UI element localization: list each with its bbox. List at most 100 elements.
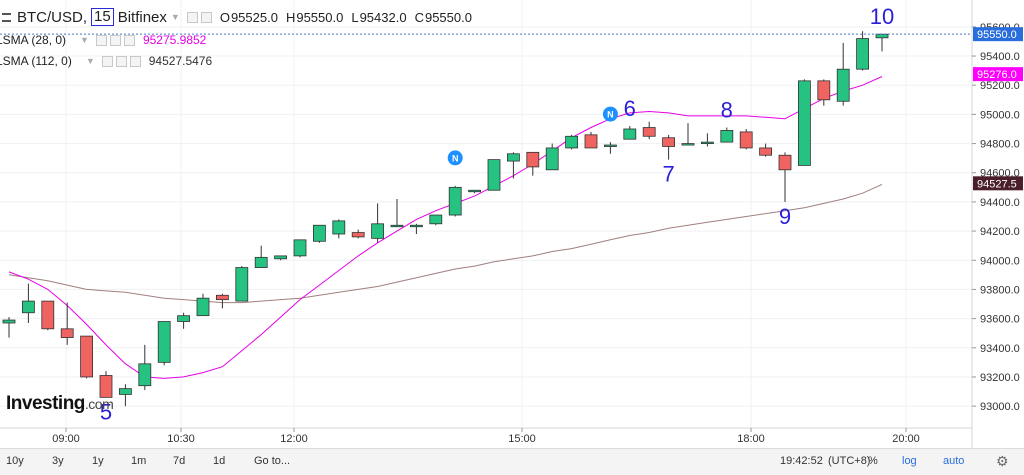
percent-toggle[interactable]: % [868, 455, 878, 467]
goto-button[interactable]: Go to... [254, 455, 291, 467]
candle [468, 189, 482, 194]
annotations: 5 6 7 8 9 10 [100, 4, 894, 424]
candle [138, 344, 152, 391]
candle-body [41, 300, 55, 330]
candle-body [2, 319, 16, 324]
candle-body [157, 321, 171, 363]
range-1d[interactable]: 1d [213, 455, 226, 467]
gear-icon[interactable]: ⚙ [996, 453, 1009, 469]
news-icon [447, 150, 463, 166]
clock: 19:42:52 [780, 455, 823, 467]
candle [274, 255, 288, 261]
eye-icon[interactable] [95, 34, 107, 46]
x-tick-label: 15:00 [508, 433, 536, 445]
candle-body [21, 300, 35, 314]
candle-body [662, 137, 675, 147]
candle [157, 321, 171, 366]
y-tick-label: 93600.0 [980, 314, 1020, 326]
candle [119, 384, 132, 407]
annotation-label: 5 [100, 399, 112, 424]
candle [429, 214, 443, 226]
hide-icon[interactable] [200, 11, 212, 23]
settings-icon[interactable] [115, 55, 127, 67]
candle-body [836, 68, 850, 102]
candle [196, 293, 210, 317]
eye-icon[interactable] [101, 55, 113, 67]
range-3y[interactable]: 3y [52, 455, 64, 467]
indicator-name[interactable]: LSMA (112, 0) [0, 54, 72, 68]
candle [60, 302, 74, 345]
y-tick-label: 95200.0 [980, 80, 1020, 92]
candle [215, 293, 229, 309]
candle-body [642, 127, 656, 137]
candle [875, 33, 889, 52]
candle-body [119, 388, 132, 395]
indicator-value: 94527.5476 [148, 54, 213, 68]
close-icon[interactable] [129, 55, 141, 67]
chevron-down-icon[interactable]: ▼ [80, 35, 89, 45]
candle-body [293, 239, 307, 257]
candle [235, 266, 249, 302]
candle [254, 245, 268, 268]
timezone[interactable]: (UTC+8) [828, 455, 871, 467]
candle [623, 126, 637, 140]
news-label: N [452, 153, 459, 163]
candle-body [778, 154, 792, 171]
news-marker: N [447, 150, 463, 166]
candle-body [759, 147, 772, 156]
range-10y[interactable]: 10y [6, 455, 24, 467]
range-1y[interactable]: 1y [92, 455, 104, 467]
y-tick-label: 94400.0 [980, 197, 1020, 209]
candle [332, 219, 346, 239]
chevron-down-icon[interactable]: ▼ [170, 12, 180, 22]
x-tick-label: 20:00 [892, 433, 920, 445]
candle-body [798, 80, 811, 166]
annotation-label: 8 [721, 98, 733, 123]
lsma-112-series [8, 183, 883, 304]
log-toggle[interactable]: log [902, 455, 917, 467]
y-tick-label: 93000.0 [980, 401, 1020, 413]
exchange-label: Bitfinex [117, 8, 167, 26]
news-markers: NN [447, 106, 618, 166]
candle [836, 42, 850, 106]
range-1m[interactable]: 1m [131, 455, 147, 467]
candles [2, 31, 889, 407]
y-tick-label: 93800.0 [980, 284, 1020, 296]
investing-logo: Investing.com [6, 393, 114, 414]
candle-body [80, 335, 93, 378]
lsma28-badge [973, 67, 1023, 82]
menu-icon[interactable] [2, 12, 11, 22]
candle [80, 335, 93, 379]
x-tick-label: 18:00 [737, 433, 765, 445]
candle-body [701, 141, 714, 145]
candle [506, 152, 520, 179]
candle [487, 159, 501, 191]
x-axis: 09:00 10:30 12:00 15:00 18:00 20:00 [0, 427, 972, 445]
lsma112-badge [973, 176, 1023, 191]
candle-body [177, 315, 191, 322]
candle-body [60, 328, 74, 338]
close-icon[interactable] [123, 34, 135, 46]
symbol-label[interactable]: BTC/USD, [17, 8, 88, 26]
settings-icon[interactable] [186, 11, 198, 23]
candle-body [468, 189, 482, 193]
auto-toggle[interactable]: auto [943, 455, 965, 467]
range-7d[interactable]: 7d [173, 455, 186, 467]
candle [739, 128, 753, 150]
indicator-name[interactable]: LSMA (28, 0) [0, 33, 67, 47]
candle [565, 134, 578, 150]
candle-body [254, 256, 268, 268]
ohlc-low: L95432.0 [351, 9, 407, 25]
candle-body [235, 267, 249, 302]
chevron-down-icon[interactable]: ▼ [85, 56, 95, 66]
annotation-label: 9 [779, 204, 791, 229]
legend-indicator-lsma112: LSMA (112, 0) ▼ 94527.5476 [0, 52, 212, 70]
lsma-28-line [8, 76, 883, 379]
settings-icon[interactable] [109, 34, 121, 46]
bottom-toolbar: 10y 3y 1y 1m 7d 1d Go to... 19:42:52 (UT… [0, 448, 1024, 475]
candle-body [215, 294, 229, 301]
candle-body [506, 153, 520, 162]
candle-body [565, 135, 578, 149]
interval-label[interactable]: 15 [91, 8, 114, 26]
